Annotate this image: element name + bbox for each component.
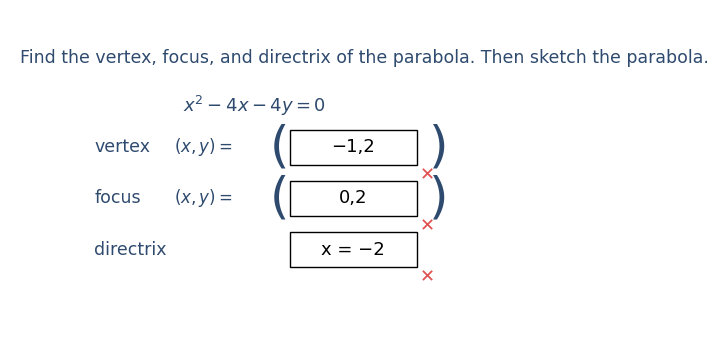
- Text: 0,2: 0,2: [339, 190, 368, 207]
- FancyBboxPatch shape: [290, 181, 417, 216]
- Text: ✕: ✕: [419, 166, 434, 184]
- FancyBboxPatch shape: [290, 130, 417, 165]
- Text: ✕: ✕: [419, 218, 434, 236]
- Text: $(x, y) =$: $(x, y) =$: [174, 136, 232, 158]
- Text: vertex: vertex: [95, 138, 151, 156]
- Text: x = −2: x = −2: [321, 241, 385, 259]
- Text: ✕: ✕: [419, 269, 434, 287]
- Text: $(x, y) =$: $(x, y) =$: [174, 188, 232, 209]
- Text: Find the vertex, focus, and directrix of the parabola. Then sketch the parabola.: Find the vertex, focus, and directrix of…: [20, 49, 709, 67]
- Text: $x^2 - 4x - 4y = 0$: $x^2 - 4x - 4y = 0$: [183, 93, 326, 118]
- Text: directrix: directrix: [95, 241, 167, 259]
- FancyBboxPatch shape: [290, 232, 417, 267]
- Text: (: (: [269, 123, 289, 171]
- Text: ): ): [429, 175, 449, 222]
- Text: −1,2: −1,2: [331, 138, 375, 156]
- Text: ): ): [429, 123, 449, 171]
- Text: focus: focus: [95, 190, 141, 207]
- Text: (: (: [269, 175, 289, 222]
